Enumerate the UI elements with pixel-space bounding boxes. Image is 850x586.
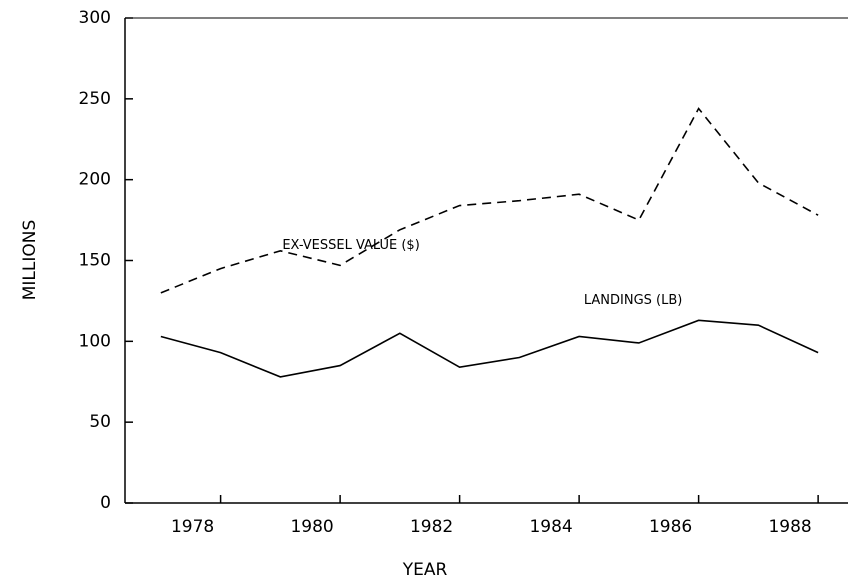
y-tick-label: 100 [79, 331, 111, 351]
x-tick-label: 1982 [410, 517, 453, 537]
x-axis-label: YEAR [402, 560, 448, 580]
x-tick-label: 1984 [529, 517, 572, 537]
x-tick-label: 1978 [171, 517, 214, 537]
x-tick-label: 1980 [290, 517, 333, 537]
series-line [160, 319, 819, 378]
x-tick-label: 1986 [649, 517, 692, 537]
series-line [160, 107, 819, 294]
y-tick-label: 150 [79, 251, 111, 271]
y-tick-label: 300 [79, 8, 111, 28]
series-annotation: LANDINGS (LB) [584, 293, 683, 308]
y-tick-label: 50 [89, 412, 111, 432]
series-annotation: EX-VESSEL VALUE ($) [282, 238, 419, 253]
y-tick-label: 200 [79, 170, 111, 190]
y-axis-label: MILLIONS [20, 220, 40, 301]
y-tick-label: 0 [100, 493, 111, 513]
y-tick-label: 250 [79, 89, 111, 109]
x-tick-label: 1988 [768, 517, 811, 537]
